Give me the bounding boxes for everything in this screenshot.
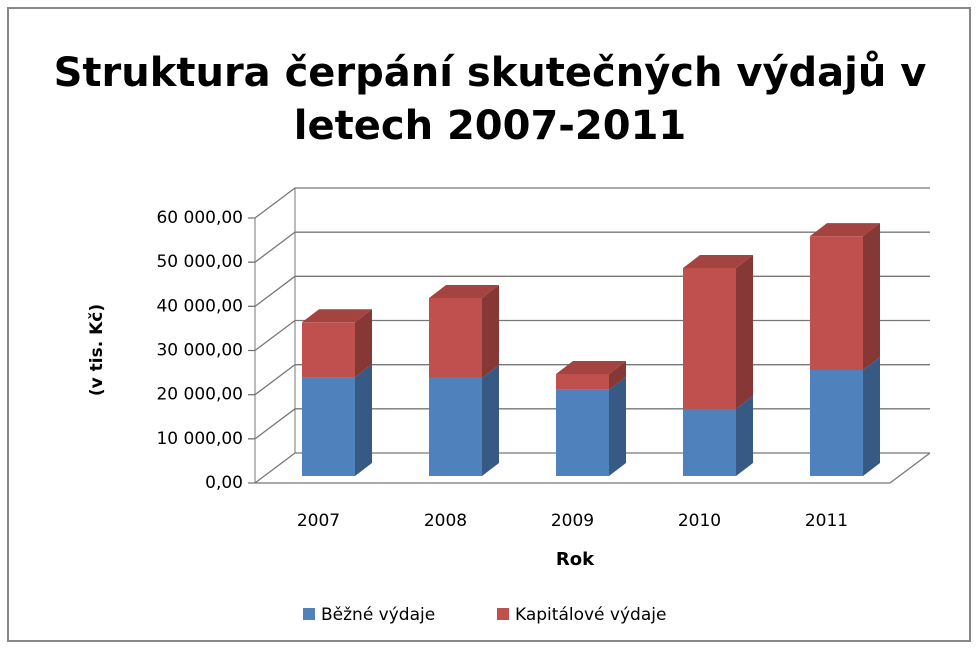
chart-title: Struktura čerpání skutečných výdajů v <box>54 49 927 96</box>
legend-swatch <box>497 608 509 620</box>
x-tick-label: 2008 <box>424 511 467 531</box>
bar <box>810 370 863 476</box>
bar-side <box>863 357 880 476</box>
y-tick-label: 60 000,00 <box>156 208 243 228</box>
x-tick-label: 2010 <box>678 511 721 531</box>
y-tick-label: 20 000,00 <box>156 385 243 405</box>
bar-side <box>482 285 499 378</box>
y-tick-label: 30 000,00 <box>156 341 243 361</box>
bar <box>429 298 482 378</box>
y-tick-label: 40 000,00 <box>156 296 243 316</box>
bar <box>556 389 609 476</box>
bar <box>683 267 736 409</box>
x-tick-label: 2007 <box>297 511 340 531</box>
bar-side <box>609 360 626 390</box>
bar <box>302 377 355 476</box>
bar-side <box>355 364 372 476</box>
grid-line <box>248 187 930 219</box>
legend-swatch <box>303 608 315 620</box>
x-tick-label: 2011 <box>805 511 848 531</box>
chart-title: letech 2007-2011 <box>294 103 686 149</box>
bar-top <box>810 223 880 237</box>
y-tick-label: 0,00 <box>205 473 243 493</box>
bar-side <box>355 309 372 378</box>
x-tick-label: 2009 <box>551 511 594 531</box>
bar <box>429 377 482 476</box>
bar-side <box>863 223 880 370</box>
bar <box>302 322 355 378</box>
legend-label: Kapitálové výdaje <box>515 605 666 625</box>
bar-top <box>683 254 753 268</box>
floor-line <box>255 452 931 484</box>
bar <box>556 373 609 390</box>
grid-line <box>248 275 930 307</box>
x-axis-title: Rok <box>556 549 595 570</box>
bar-side <box>736 254 753 409</box>
bar-top <box>429 285 499 299</box>
bar-top <box>556 360 626 374</box>
bar <box>810 236 863 370</box>
bar-side <box>609 376 626 476</box>
bar-side <box>482 364 499 476</box>
grid-line <box>248 319 930 352</box>
bar-top <box>302 309 372 323</box>
bar-side <box>736 395 753 476</box>
bar <box>683 408 736 476</box>
grid-line <box>248 231 930 263</box>
y-axis-title: (v tis. Kč) <box>87 304 107 396</box>
y-tick-label: 50 000,00 <box>156 252 243 272</box>
legend-label: Běžné výdaje <box>321 605 435 625</box>
y-tick-label: 10 000,00 <box>156 429 243 449</box>
